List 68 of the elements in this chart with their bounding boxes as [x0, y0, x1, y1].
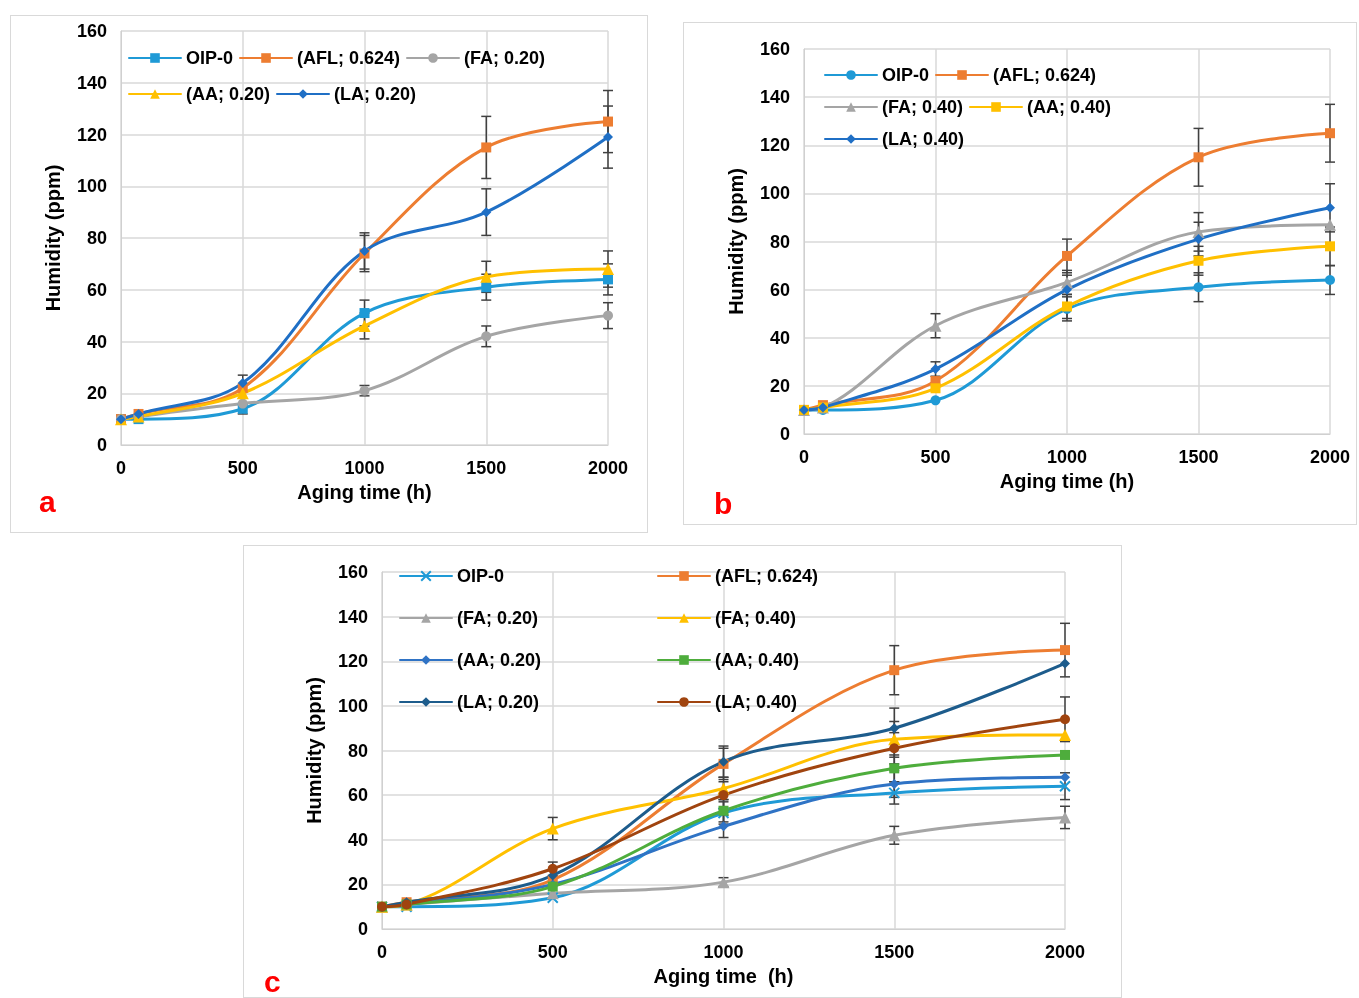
- legend-label: OIP-0: [457, 566, 505, 586]
- x-tick-label: 0: [798, 447, 810, 467]
- legend-label: (AA; 0.40): [1027, 97, 1112, 117]
- x-tick-label: 500: [537, 942, 568, 962]
- y-tick-label: 60: [769, 279, 790, 300]
- y-axis-title: Humidity (ppm): [725, 168, 747, 315]
- legend-label: (LA; 0.20): [457, 692, 540, 712]
- y-axis-title: Humidity (ppm): [303, 677, 325, 824]
- x-tick-label: 0: [376, 942, 388, 962]
- y-tick-label: 20: [769, 375, 790, 396]
- y-tick-label: 100: [759, 183, 790, 204]
- x-tick-label: 0: [115, 458, 127, 478]
- x-tick-label: 1500: [466, 458, 507, 478]
- x-tick-label: 1500: [1178, 447, 1219, 467]
- x-tick-label: 1000: [344, 458, 385, 478]
- x-axis-title: Aging time (h): [653, 964, 794, 987]
- legend-label: (LA; 0.20): [334, 84, 417, 104]
- x-tick-label: 2000: [1309, 447, 1351, 467]
- y-tick-label: 40: [347, 829, 368, 850]
- legend-label: (AA; 0.20): [457, 650, 542, 670]
- x-tick-label: 500: [920, 447, 951, 467]
- y-tick-label: 40: [86, 331, 107, 352]
- legend-label: OIP-0: [186, 48, 234, 68]
- legend-label: OIP-0: [882, 65, 930, 85]
- y-tick-label: 100: [76, 176, 107, 197]
- y-tick-label: 160: [759, 39, 790, 59]
- x-tick-label: 500: [227, 458, 258, 478]
- y-tick-label: 80: [769, 231, 790, 252]
- y-tick-label: 120: [337, 651, 368, 672]
- x-tick-label: 1500: [874, 942, 915, 962]
- y-tick-label: 20: [86, 383, 107, 404]
- legend-label: (FA; 0.40): [882, 97, 964, 117]
- y-tick-label: 40: [769, 327, 790, 348]
- legend-label: (AA; 0.20): [186, 84, 271, 104]
- y-tick-label: 100: [337, 695, 368, 716]
- y-tick-label: 80: [86, 228, 107, 248]
- y-tick-label: 140: [759, 87, 790, 108]
- y-tick-label: 0: [779, 424, 790, 444]
- y-tick-label: 60: [347, 785, 368, 806]
- x-tick-label: 1000: [703, 942, 744, 962]
- y-tick-label: 0: [357, 919, 368, 939]
- y-tick-label: 120: [759, 135, 790, 156]
- y-tick-label: 120: [76, 124, 107, 145]
- x-axis-title: Aging time (h): [999, 469, 1135, 492]
- x-tick-label: 1000: [1046, 447, 1088, 467]
- legend-label: (LA; 0.40): [715, 692, 798, 712]
- legend-label: (FA; 0.20): [457, 608, 539, 628]
- y-tick-label: 160: [76, 21, 107, 41]
- text: c: [264, 964, 281, 998]
- legend-label: (LA; 0.40): [882, 129, 965, 149]
- y-tick-label: 20: [347, 874, 368, 895]
- y-tick-label: 160: [337, 562, 368, 582]
- legend-label: (AA; 0.40): [715, 650, 800, 670]
- legend-label: (FA; 0.20): [464, 48, 546, 68]
- x-tick-label: 2000: [587, 458, 629, 478]
- y-tick-label: 80: [347, 740, 368, 761]
- legend-label: (AFL; 0.624): [993, 65, 1097, 85]
- legend-label: (FA; 0.40): [715, 608, 797, 628]
- y-tick-label: 140: [76, 72, 107, 93]
- legend-label: (AFL; 0.624): [297, 48, 401, 68]
- x-axis-title: Aging time (h): [297, 480, 432, 503]
- legend-label: (AFL; 0.624): [715, 566, 819, 586]
- x-tick-label: 2000: [1044, 942, 1086, 962]
- y-axis-title: Humidity (ppm): [42, 164, 64, 312]
- y-tick-label: 140: [337, 606, 368, 627]
- text: a: [39, 484, 56, 518]
- y-tick-label: 60: [86, 279, 107, 300]
- text: b: [714, 486, 733, 520]
